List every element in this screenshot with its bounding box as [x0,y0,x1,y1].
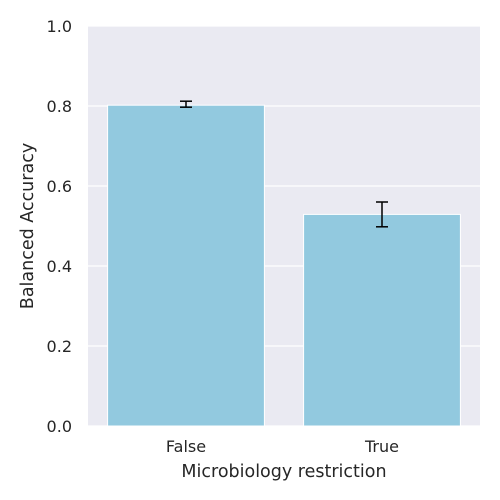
y-tick-labels: 0.0 0.2 0.4 0.6 0.8 1.0 [47,17,72,436]
bars [107,104,461,427]
y-tick-label: 0.2 [47,337,72,356]
y-tick-label: 0.0 [47,417,72,436]
y-tick-label: 1.0 [47,17,72,36]
x-tick-label: True [364,437,399,456]
y-tick-label: 0.8 [47,97,72,116]
y-tick-label: 0.4 [47,257,72,276]
y-tick-label: 0.6 [47,177,72,196]
bar-false [107,104,265,427]
x-tick-labels: False True [166,437,399,456]
bar-true [303,213,461,427]
y-axis-label: Balanced Accuracy [18,143,38,309]
x-tick-label: False [166,437,206,456]
x-axis-label: Microbiology restriction [181,462,386,482]
error-bars [180,100,388,228]
